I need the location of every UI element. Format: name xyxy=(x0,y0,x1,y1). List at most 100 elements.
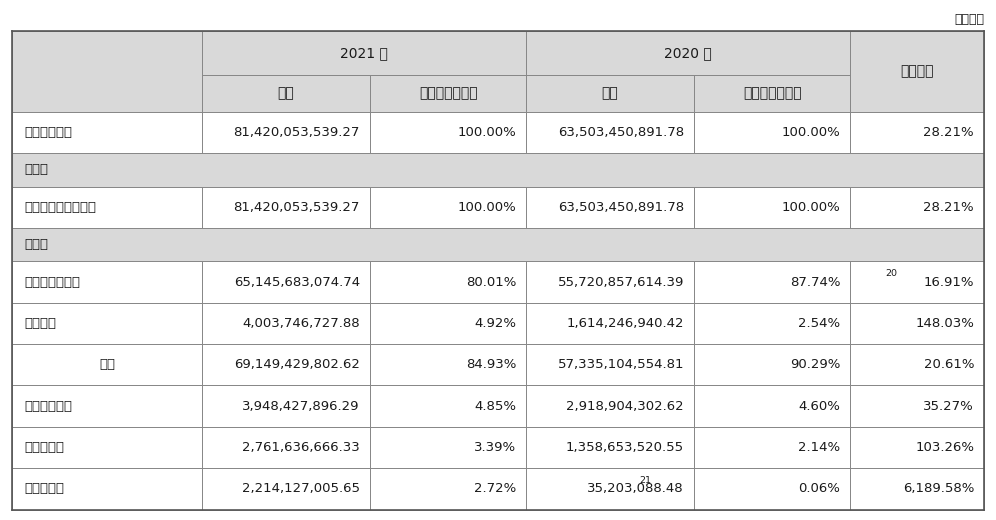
Bar xyxy=(12,468,202,510)
Bar xyxy=(202,187,370,228)
Text: 同比增减: 同比增减 xyxy=(900,64,934,79)
Text: 28.21%: 28.21% xyxy=(923,126,974,139)
Bar xyxy=(370,112,526,153)
Bar xyxy=(694,75,851,112)
Text: 热成像业务: 热成像业务 xyxy=(24,483,64,496)
Text: 90.29%: 90.29% xyxy=(790,358,841,371)
Bar xyxy=(694,112,851,153)
Bar xyxy=(12,153,984,187)
Bar xyxy=(851,427,984,468)
Text: 金额: 金额 xyxy=(278,86,295,100)
Bar xyxy=(202,427,370,468)
Text: 35,203,088.48: 35,203,088.48 xyxy=(588,483,684,496)
Bar xyxy=(526,75,694,112)
Bar xyxy=(370,303,526,344)
Bar xyxy=(370,344,526,385)
Bar xyxy=(694,385,851,427)
Bar xyxy=(694,427,851,468)
Text: 103.26%: 103.26% xyxy=(915,441,974,454)
Bar xyxy=(370,187,526,228)
Bar xyxy=(851,112,984,153)
Bar xyxy=(851,385,984,427)
Bar xyxy=(526,262,694,303)
Bar xyxy=(851,344,984,385)
Text: 4.85%: 4.85% xyxy=(474,400,516,413)
Text: 机器人业务: 机器人业务 xyxy=(24,441,64,454)
Bar xyxy=(202,344,370,385)
Bar xyxy=(851,187,984,228)
Text: 2020 年: 2020 年 xyxy=(664,46,712,60)
Text: 55,720,857,614.39: 55,720,857,614.39 xyxy=(558,276,684,289)
Text: 84.93%: 84.93% xyxy=(466,358,516,371)
Text: 100.00%: 100.00% xyxy=(457,126,516,139)
Bar xyxy=(370,75,526,112)
Bar xyxy=(526,468,694,510)
Bar xyxy=(526,112,694,153)
Text: 2.72%: 2.72% xyxy=(474,483,516,496)
Bar xyxy=(202,112,370,153)
Text: 单位：元: 单位：元 xyxy=(954,13,984,26)
Bar xyxy=(370,468,526,510)
Text: 69,149,429,802.62: 69,149,429,802.62 xyxy=(234,358,360,371)
Text: 16.91%: 16.91% xyxy=(923,276,974,289)
Bar xyxy=(694,187,851,228)
Bar xyxy=(851,262,984,303)
Bar xyxy=(526,187,694,228)
Bar xyxy=(694,303,851,344)
Bar xyxy=(851,468,984,510)
Bar xyxy=(202,303,370,344)
Text: 小计: 小计 xyxy=(100,358,116,371)
Text: 2.14%: 2.14% xyxy=(798,441,841,454)
Text: 81,420,053,539.27: 81,420,053,539.27 xyxy=(234,126,360,139)
Bar xyxy=(851,31,984,112)
Text: 21: 21 xyxy=(639,476,651,485)
Bar xyxy=(370,262,526,303)
Text: 2021 年: 2021 年 xyxy=(341,46,388,60)
Text: 3,948,427,896.29: 3,948,427,896.29 xyxy=(242,400,360,413)
Bar xyxy=(202,385,370,427)
Text: 分行业: 分行业 xyxy=(24,163,48,176)
Text: 100.00%: 100.00% xyxy=(782,126,841,139)
Text: 148.03%: 148.03% xyxy=(915,317,974,330)
Text: 2,918,904,302.62: 2,918,904,302.62 xyxy=(567,400,684,413)
Text: 100.00%: 100.00% xyxy=(457,201,516,214)
Bar xyxy=(12,228,984,262)
Text: 2.54%: 2.54% xyxy=(798,317,841,330)
Bar xyxy=(694,262,851,303)
Text: 金额: 金额 xyxy=(602,86,619,100)
Bar xyxy=(526,427,694,468)
Bar xyxy=(12,427,202,468)
Text: 智能家居业务: 智能家居业务 xyxy=(24,400,72,413)
Bar xyxy=(526,31,851,75)
Text: 28.21%: 28.21% xyxy=(923,201,974,214)
Text: 4.60%: 4.60% xyxy=(799,400,841,413)
Text: 4.92%: 4.92% xyxy=(474,317,516,330)
Bar xyxy=(12,262,202,303)
Bar xyxy=(526,385,694,427)
Bar xyxy=(12,112,202,153)
Bar xyxy=(12,344,202,385)
Text: 0.06%: 0.06% xyxy=(799,483,841,496)
Bar xyxy=(12,303,202,344)
Bar xyxy=(202,468,370,510)
Bar xyxy=(694,468,851,510)
Text: 4,003,746,727.88: 4,003,746,727.88 xyxy=(242,317,360,330)
Text: 63,503,450,891.78: 63,503,450,891.78 xyxy=(558,126,684,139)
Text: 20: 20 xyxy=(885,269,897,278)
Text: 100.00%: 100.00% xyxy=(782,201,841,214)
Bar xyxy=(12,385,202,427)
Text: 6,189.58%: 6,189.58% xyxy=(902,483,974,496)
Bar xyxy=(12,31,202,112)
Text: 主业产品及服务: 主业产品及服务 xyxy=(24,276,80,289)
Bar xyxy=(370,427,526,468)
Text: 占营业收入比重: 占营业收入比重 xyxy=(418,86,477,100)
Text: 20.61%: 20.61% xyxy=(923,358,974,371)
Text: 81,420,053,539.27: 81,420,053,539.27 xyxy=(234,201,360,214)
Text: 营业收入合计: 营业收入合计 xyxy=(24,126,72,139)
Text: 2,214,127,005.65: 2,214,127,005.65 xyxy=(242,483,360,496)
Text: 3.39%: 3.39% xyxy=(474,441,516,454)
Bar xyxy=(526,303,694,344)
Text: 2,761,636,666.33: 2,761,636,666.33 xyxy=(242,441,360,454)
Text: 1,358,653,520.55: 1,358,653,520.55 xyxy=(566,441,684,454)
Bar xyxy=(370,385,526,427)
